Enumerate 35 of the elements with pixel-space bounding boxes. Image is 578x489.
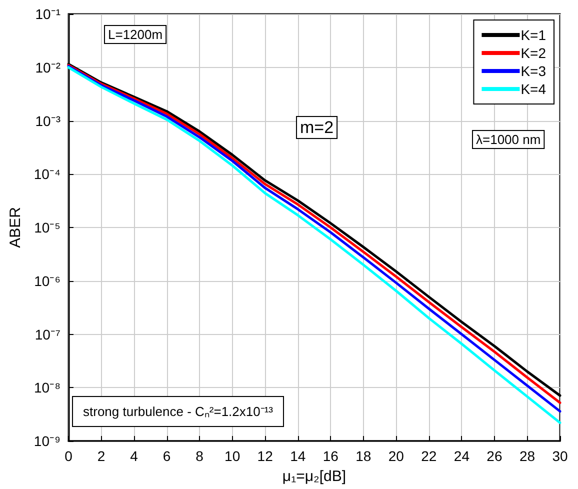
x-tick-label: 26 [486,448,502,464]
x-tick-label: 2 [97,448,106,464]
x-tick-label: 12 [257,448,274,464]
x-tick-label: 6 [162,448,171,464]
y-tick-label: 10⁻⁷ [34,326,60,342]
x-tick-label: 22 [421,448,437,464]
annotation: L=1200m [108,27,163,42]
x-tick-label: 24 [454,448,470,464]
y-tick-label: 10⁻¹ [35,6,61,22]
y-tick-label: 10⁻³ [35,112,61,129]
x-tick-label: 16 [322,448,339,464]
x-tick-label: 28 [519,448,536,464]
x-tick-label: 30 [552,448,568,464]
x-tick-label: 10 [224,448,240,464]
y-tick-label: 10⁻⁸ [34,380,61,396]
x-tick-label: 18 [356,448,372,464]
x-axis-title: μ₁=μ₂[dB] [282,468,346,485]
legend-label: K=2 [520,45,546,61]
x-tick-label: 20 [388,448,404,464]
x-tick-label: 14 [290,448,306,464]
legend-label: K=4 [520,81,546,97]
x-tick-label: 0 [64,448,73,464]
y-tick-label: 10⁻⁶ [34,272,60,289]
y-tick-label: 10⁻⁵ [34,220,60,236]
x-tick-label: 8 [196,448,204,464]
annotation: m=2 [300,118,334,137]
annotation: λ=1000 nm [476,132,541,147]
x-tick-label: 4 [130,448,138,464]
annotation: strong turbulence - Cₙ²=1.2x10⁻¹³ [83,404,274,419]
y-tick-label: 10⁻⁴ [34,166,60,182]
y-axis-title: ABER [7,206,24,248]
y-tick-label: 10⁻² [35,59,61,76]
y-tick-label: 10⁻⁹ [34,433,60,449]
legend-label: K=3 [520,63,546,79]
legend-label: K=1 [520,27,546,43]
